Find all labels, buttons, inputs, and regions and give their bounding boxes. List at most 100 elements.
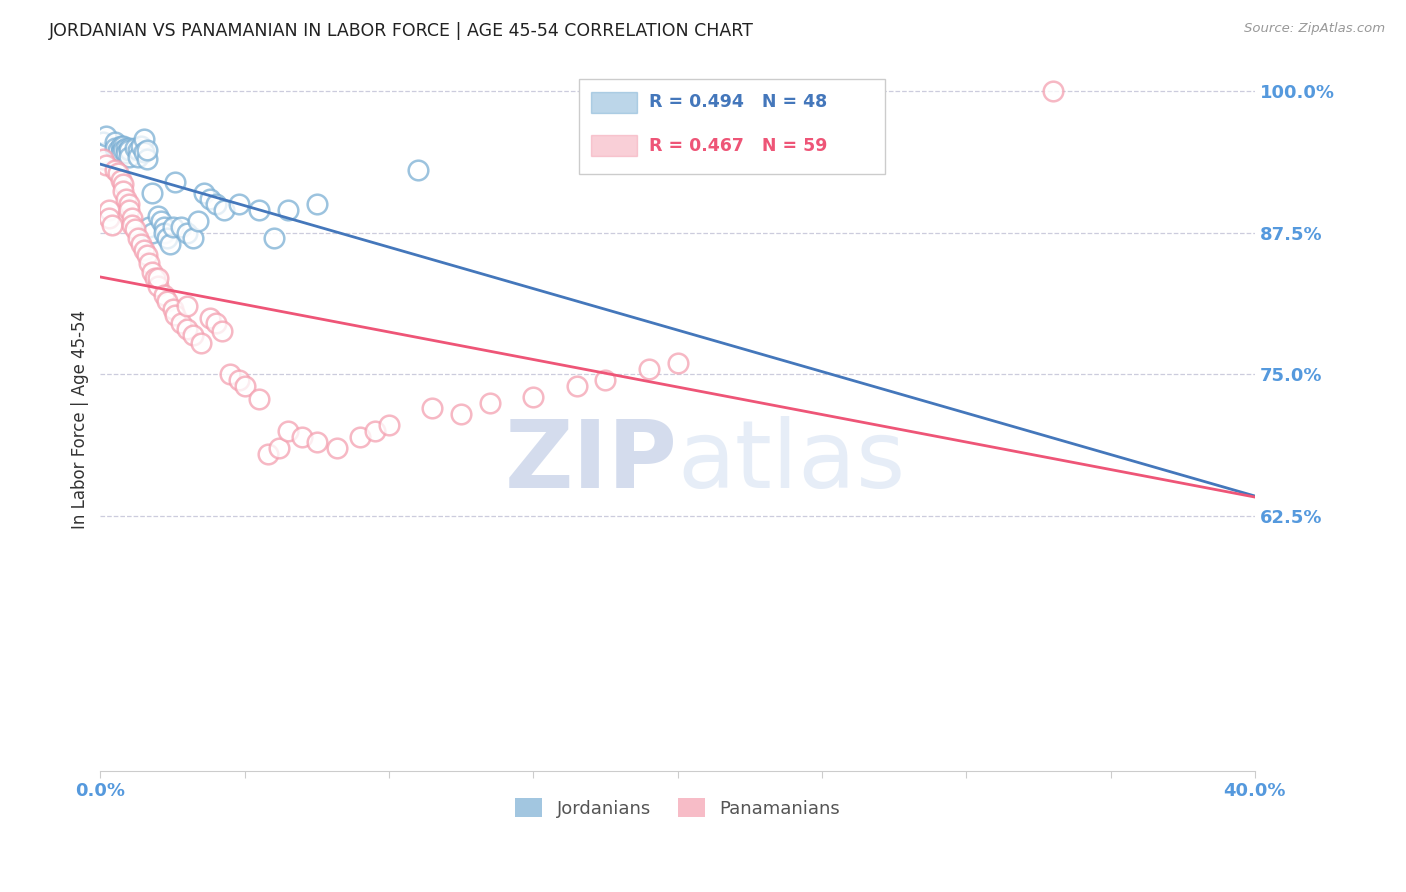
Point: [104, 135, 127, 149]
Point: [118, 203, 141, 218]
Point: [91, 135, 114, 149]
Point: [118, 197, 141, 211]
Point: [595, 373, 617, 387]
Point: [112, 143, 135, 157]
Point: [214, 203, 236, 218]
Point: [193, 186, 215, 200]
Point: [107, 143, 129, 157]
Point: [129, 138, 152, 153]
Point: [176, 226, 198, 240]
Point: [143, 271, 166, 285]
Point: [176, 322, 198, 336]
Point: [121, 218, 143, 232]
Point: [110, 172, 132, 186]
Point: [132, 243, 155, 257]
Text: JORDANIAN VS PANAMANIAN IN LABOR FORCE | AGE 45-54 CORRELATION CHART: JORDANIAN VS PANAMANIAN IN LABOR FORCE |…: [49, 22, 754, 40]
Point: [141, 265, 163, 279]
Point: [420, 401, 443, 416]
Point: [118, 141, 141, 155]
FancyBboxPatch shape: [591, 92, 637, 112]
Point: [112, 177, 135, 191]
Point: [118, 150, 141, 164]
Y-axis label: In Labor Force | Age 45-54: In Labor Force | Age 45-54: [72, 310, 89, 529]
Point: [132, 132, 155, 146]
Point: [170, 316, 193, 330]
Point: [565, 378, 588, 392]
Point: [107, 166, 129, 180]
Point: [181, 327, 204, 342]
Point: [115, 192, 138, 206]
Point: [233, 378, 256, 392]
Point: [187, 214, 209, 228]
Point: [135, 152, 157, 166]
Point: [141, 226, 163, 240]
Legend: Jordanians, Panamanians: Jordanians, Panamanians: [508, 791, 848, 825]
Point: [162, 220, 184, 235]
Point: [94, 158, 117, 172]
Point: [637, 361, 659, 376]
Point: [110, 138, 132, 153]
Point: [115, 146, 138, 161]
Point: [156, 293, 179, 308]
Point: [156, 231, 179, 245]
Point: [450, 407, 472, 421]
Point: [666, 356, 689, 370]
Point: [349, 429, 371, 443]
Point: [98, 211, 121, 225]
Point: [378, 418, 401, 433]
Point: [162, 301, 184, 316]
Point: [110, 145, 132, 160]
Point: [247, 203, 270, 218]
Point: [149, 214, 172, 228]
Point: [198, 310, 221, 325]
Point: [277, 424, 299, 438]
Point: [204, 197, 226, 211]
Point: [146, 279, 169, 293]
Point: [181, 231, 204, 245]
Text: R = 0.494   N = 48: R = 0.494 N = 48: [648, 94, 827, 112]
Point: [112, 138, 135, 153]
Point: [132, 145, 155, 160]
Text: R = 0.467   N = 59: R = 0.467 N = 59: [648, 136, 827, 154]
Text: atlas: atlas: [678, 416, 905, 508]
Point: [146, 271, 169, 285]
Point: [135, 143, 157, 157]
Point: [124, 222, 146, 236]
Point: [94, 129, 117, 144]
Point: [153, 288, 176, 302]
Point: [141, 186, 163, 200]
Point: [127, 150, 149, 164]
Point: [129, 237, 152, 252]
Point: [263, 231, 285, 245]
Point: [219, 368, 242, 382]
FancyBboxPatch shape: [579, 79, 886, 174]
Point: [165, 175, 187, 189]
Point: [135, 248, 157, 262]
Point: [190, 335, 212, 350]
Point: [256, 447, 278, 461]
Point: [153, 226, 176, 240]
Text: Source: ZipAtlas.com: Source: ZipAtlas.com: [1244, 22, 1385, 36]
Point: [1042, 84, 1064, 98]
Point: [98, 203, 121, 218]
Point: [138, 256, 160, 270]
Point: [277, 203, 299, 218]
Point: [127, 231, 149, 245]
Text: ZIP: ZIP: [505, 416, 678, 508]
Point: [104, 141, 127, 155]
Point: [363, 424, 385, 438]
Point: [522, 390, 544, 404]
Point: [165, 309, 187, 323]
Point: [326, 441, 349, 455]
Point: [269, 441, 291, 455]
Point: [198, 192, 221, 206]
Point: [91, 146, 114, 161]
Point: [118, 143, 141, 157]
FancyBboxPatch shape: [591, 136, 637, 156]
Point: [124, 141, 146, 155]
Point: [153, 220, 176, 235]
Point: [104, 163, 127, 178]
Point: [211, 324, 233, 338]
Point: [305, 435, 328, 450]
Point: [305, 197, 328, 211]
